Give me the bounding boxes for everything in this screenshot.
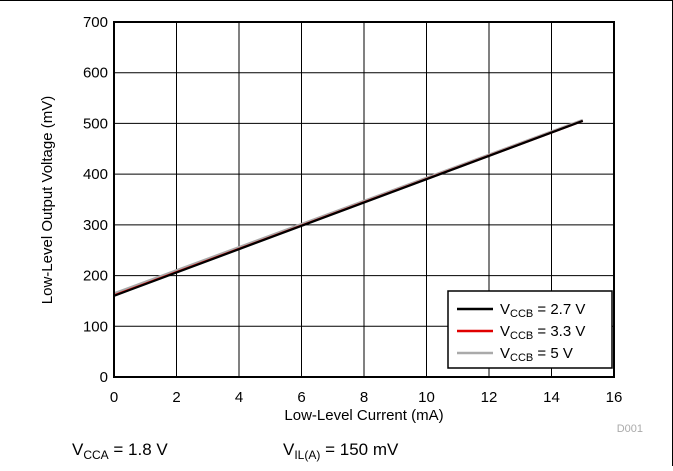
y-tick-labels: 0 100 200 300 400 500 600 700 bbox=[83, 14, 108, 386]
condition-label: VIL(A) = 150 mV bbox=[283, 440, 399, 462]
series-line bbox=[113, 119, 584, 297]
y-tick-label: 600 bbox=[83, 65, 108, 82]
y-tick-label: 500 bbox=[83, 115, 108, 132]
y-tick-label: 300 bbox=[83, 217, 108, 234]
y-axis-label: Low-Level Output Voltage (mV) bbox=[39, 96, 56, 304]
x-tick-label: 12 bbox=[481, 389, 498, 406]
legend: VCCB = 2.7 V VCCB = 3.3 V VCCB = 5 V bbox=[447, 290, 613, 369]
x-axis-label: Low-Level Current (mA) bbox=[284, 407, 443, 424]
series-lines bbox=[113, 118, 584, 297]
legend-label: VCCB = 5 V bbox=[500, 345, 573, 364]
x-tick-label: 14 bbox=[543, 389, 560, 406]
legend-label: VCCB = 3.3 V bbox=[500, 323, 585, 342]
y-tick-label: 200 bbox=[83, 268, 108, 285]
x-tick-label: 0 bbox=[110, 389, 118, 406]
test-conditions: VCCA = 1.8 V VIL(A) = 150 mV bbox=[72, 440, 399, 462]
x-tick-label: 4 bbox=[235, 389, 243, 406]
figure-tag: D001 bbox=[617, 423, 643, 435]
x-tick-label: 6 bbox=[297, 389, 305, 406]
y-tick-label: 0 bbox=[100, 369, 108, 386]
legend-label: VCCB = 2.7 V bbox=[500, 301, 585, 320]
x-tick-label: 16 bbox=[606, 389, 623, 406]
y-tick-label: 400 bbox=[83, 166, 108, 183]
series-line bbox=[113, 118, 584, 295]
legend-box bbox=[447, 290, 613, 369]
condition-label: VCCA = 1.8 V bbox=[72, 440, 168, 462]
y-tick-label: 700 bbox=[83, 14, 108, 31]
plot-area bbox=[113, 21, 615, 378]
x-tick-label: 2 bbox=[172, 389, 180, 406]
x-tick-labels: 0 2 4 6 8 10 12 14 16 bbox=[110, 389, 623, 406]
x-tick-label: 10 bbox=[418, 389, 435, 406]
y-tick-label: 100 bbox=[83, 318, 108, 335]
x-tick-label: 8 bbox=[360, 389, 368, 406]
